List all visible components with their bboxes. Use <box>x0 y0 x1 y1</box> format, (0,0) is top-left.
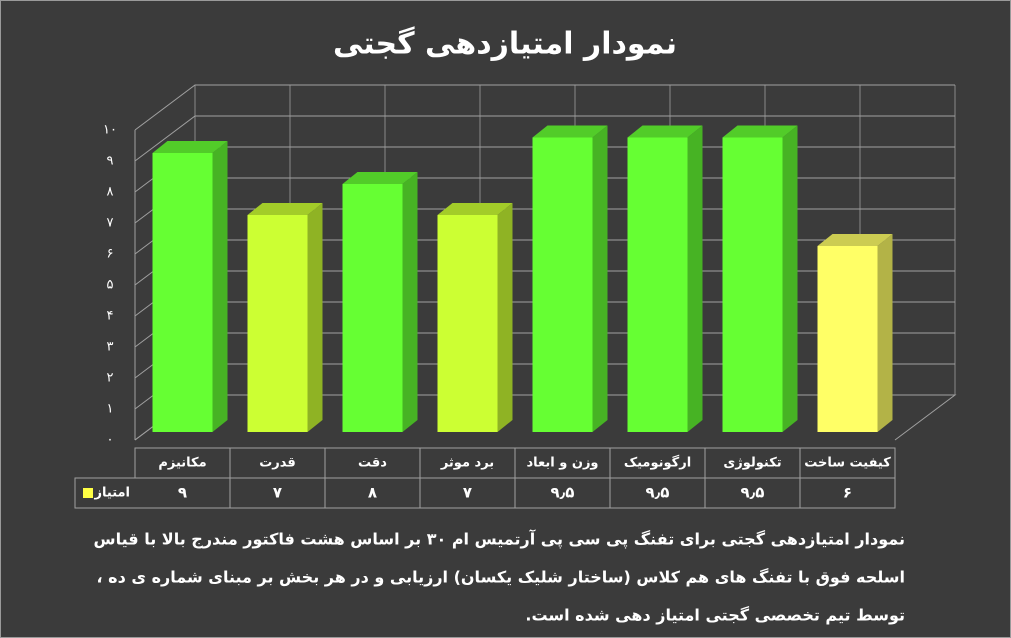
bar-top <box>437 203 513 215</box>
y-tick-label: ۱۰ <box>103 123 117 138</box>
category-label: کیفیت ساخت <box>804 456 891 471</box>
value-label: ۹٫۵ <box>551 484 575 502</box>
bar-top <box>627 125 703 138</box>
bar-top <box>722 125 798 138</box>
bar <box>342 184 403 432</box>
chart-title: نمودار امتیازدهی گجتی <box>333 26 677 62</box>
bar <box>437 215 498 432</box>
category-label: قدرت <box>259 456 296 471</box>
bar-top <box>532 125 608 138</box>
y-tick-label: ۸ <box>107 185 114 200</box>
grid-line <box>134 115 955 162</box>
category-label: مکانیزم <box>158 456 206 471</box>
bar-top <box>247 203 323 215</box>
bar-side <box>687 125 703 432</box>
y-tick-label: ۰ <box>107 433 114 448</box>
bar-side <box>877 234 893 432</box>
bar <box>152 153 213 432</box>
category-label: ارگونومیک <box>624 455 691 471</box>
bar-top <box>817 234 893 246</box>
y-tick-label: ۶ <box>107 247 114 262</box>
bar-top <box>152 141 228 153</box>
bar-side <box>782 125 798 432</box>
bar <box>627 137 688 432</box>
caption-line: توسط تیم تخصصی گجتی امتیاز دهی شده است. <box>525 606 905 625</box>
value-label: ۹٫۵ <box>741 484 765 502</box>
legend-label: امتیاز <box>94 486 130 501</box>
bar <box>722 137 783 432</box>
bar-side <box>402 172 418 432</box>
y-tick-label: ۴ <box>107 309 114 324</box>
y-tick-label: ۲ <box>107 371 114 386</box>
bar <box>817 246 878 432</box>
legend-marker <box>83 488 93 498</box>
bar-side <box>592 125 608 432</box>
bar-side <box>307 203 323 432</box>
value-label: ۷ <box>463 484 472 502</box>
value-label: ۹٫۵ <box>646 484 670 502</box>
bar <box>247 215 308 432</box>
category-label: وزن و ابعاد <box>526 456 598 471</box>
value-label: ۶ <box>843 484 852 502</box>
bar-side <box>212 141 228 432</box>
y-tick-label: ۵ <box>107 278 114 293</box>
category-label: برد موثر <box>440 456 494 471</box>
category-label: دقت <box>358 456 387 471</box>
y-tick-label: ۷ <box>107 216 114 231</box>
y-tick-label: ۳ <box>107 340 114 355</box>
caption-line: اسلحه فوق با تفنگ های هم کلاس (ساختار شل… <box>97 568 906 587</box>
caption-line: نمودار امتیازدهی گجتی برای تفنگ پی سی پی… <box>94 529 905 550</box>
grid-line <box>134 84 955 131</box>
y-tick-label: ۱ <box>107 402 114 417</box>
value-label: ۹ <box>178 484 187 502</box>
bar <box>532 137 593 432</box>
category-label: تکنولوژی <box>723 456 781 471</box>
value-label: ۸ <box>368 484 377 502</box>
bar-side <box>497 203 513 432</box>
value-label: ۷ <box>273 484 282 502</box>
bar-top <box>342 172 418 184</box>
y-tick-label: ۹ <box>107 154 114 169</box>
